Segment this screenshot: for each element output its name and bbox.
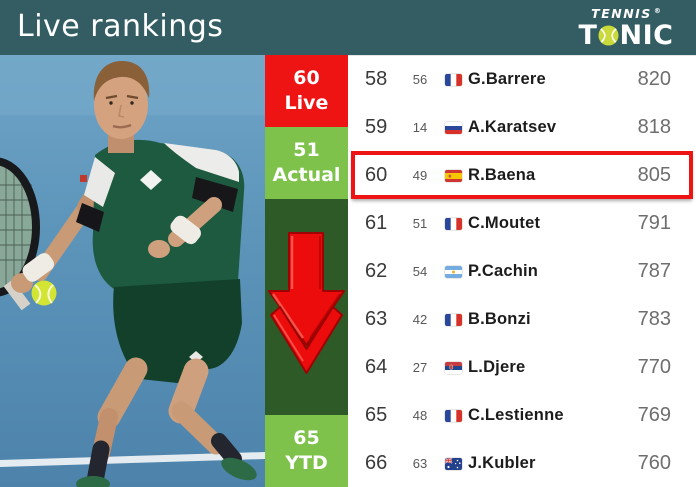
country-flag-icon [445, 362, 462, 374]
previous-rank: 54 [412, 264, 428, 279]
player-name: B.Bonzi [468, 310, 531, 328]
ranking-row[interactable]: 58 56 G.Barrere 820 [348, 56, 696, 104]
rankings-table: 58 56 G.Barrere 820 59 14 A.Karatsev 818… [348, 55, 696, 487]
points: 783 [637, 308, 671, 330]
previous-rank: 49 [412, 168, 428, 183]
logo-t-letter: T [578, 20, 598, 52]
player-name: C.Lestienne [468, 406, 564, 424]
ytd-rank-value: 65 [293, 427, 320, 449]
ytd-rank-box: 65 YTD [265, 415, 348, 487]
tennis-ball-icon [598, 25, 619, 46]
ranking-row[interactable]: 65 48 C.Lestienne 769 [348, 392, 696, 440]
country-flag-icon [445, 218, 462, 230]
ranking-row[interactable]: 62 54 P.Cachin 787 [348, 248, 696, 296]
tennis-racket [0, 157, 40, 311]
points: 818 [637, 116, 671, 138]
logo-tonic-word: T NIC [568, 22, 684, 49]
live-rank: 62 [365, 260, 388, 282]
points: 769 [637, 404, 671, 426]
previous-rank: 42 [412, 312, 428, 327]
live-rank: 64 [365, 356, 388, 378]
ranking-row[interactable]: 59 14 A.Karatsev 818 [348, 104, 696, 152]
country-flag-icon [445, 266, 462, 278]
live-rank: 60 [365, 164, 388, 186]
player-name: R.Baena [468, 166, 536, 184]
actual-rank-box: 51 Actual [265, 127, 348, 199]
live-rank-box: 60 Live [265, 55, 348, 127]
registered-mark: ® [653, 7, 661, 15]
previous-rank: 27 [412, 360, 428, 375]
ranking-row[interactable]: 61 51 C.Moutet 791 [348, 200, 696, 248]
logo-nic-letters: NIC [619, 20, 674, 52]
rank-drop-arrow-icon [265, 199, 348, 415]
player-photo-art [0, 55, 265, 487]
ranking-row[interactable]: 60 49 R.Baena 805 [348, 151, 696, 200]
points: 770 [637, 356, 671, 378]
points: 820 [637, 68, 671, 90]
live-rank-label: Live [284, 92, 329, 114]
tennis-ball-photo [31, 280, 57, 306]
tennis-tonic-logo[interactable]: TENNIS ® T NIC [568, 4, 684, 51]
country-flag-icon [444, 457, 462, 470]
points: 760 [637, 452, 671, 474]
country-flag-icon [445, 410, 462, 422]
ytd-rank-label: YTD [285, 452, 328, 474]
live-rank: 63 [365, 308, 388, 330]
player-name: C.Moutet [468, 214, 541, 232]
live-rank: 59 [365, 116, 388, 138]
page-header: Live rankings TENNIS ® T NIC [0, 0, 696, 55]
logo-tennis-text: TENNIS [591, 6, 652, 22]
player-name: P.Cachin [468, 262, 539, 280]
previous-rank: 48 [412, 408, 428, 423]
live-rank: 65 [365, 404, 388, 426]
player-figure [11, 61, 257, 487]
actual-rank-label: Actual [272, 164, 341, 186]
points: 805 [637, 164, 671, 186]
points: 791 [637, 212, 671, 234]
country-flag-icon [445, 314, 462, 326]
court-line [0, 452, 265, 467]
country-flag-icon [445, 74, 462, 86]
live-rank: 61 [365, 212, 388, 234]
previous-rank: 51 [412, 216, 428, 231]
points: 787 [637, 260, 671, 282]
player-name: J.Kubler [468, 454, 536, 472]
country-flag-icon [445, 170, 462, 182]
player-name: L.Djere [468, 358, 526, 376]
previous-rank: 14 [412, 120, 428, 135]
live-rank: 66 [365, 452, 388, 474]
rank-status-panel: 60 Live 51 Actual 65 YTD [265, 55, 348, 487]
previous-rank: 63 [412, 456, 428, 471]
logo-tennis-word: TENNIS ® [568, 4, 684, 21]
player-name: G.Barrere [468, 70, 546, 88]
ranking-row[interactable]: 66 63 J.Kubler 760 [348, 440, 696, 487]
player-name: A.Karatsev [468, 118, 557, 136]
previous-rank: 56 [412, 72, 428, 87]
actual-rank-value: 51 [293, 139, 320, 161]
country-flag-icon [445, 122, 462, 134]
live-rank-value: 60 [293, 67, 320, 89]
live-rank: 58 [365, 68, 388, 90]
ranking-row[interactable]: 63 42 B.Bonzi 783 [348, 296, 696, 344]
player-photo [0, 55, 265, 487]
ranking-row[interactable]: 64 27 L.Djere 770 [348, 344, 696, 392]
page-title: Live rankings [17, 8, 224, 44]
